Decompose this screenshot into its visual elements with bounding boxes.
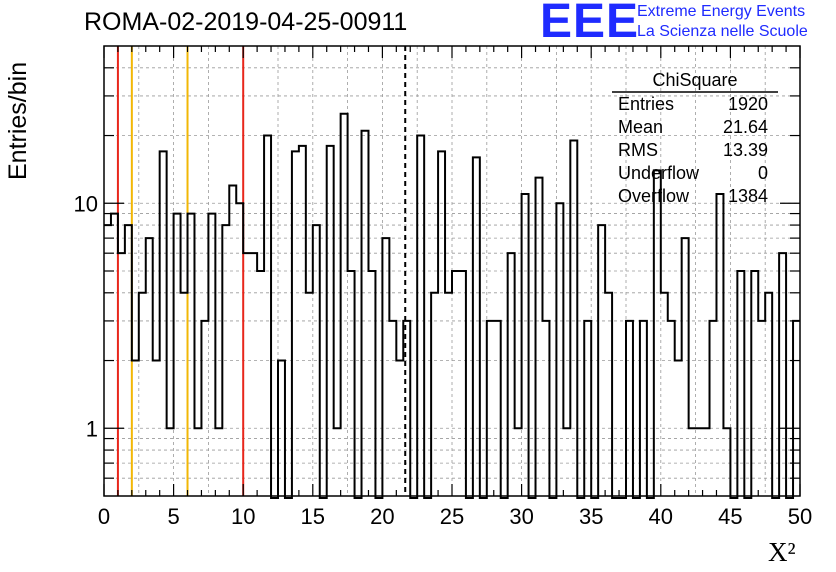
histogram-bin (584, 321, 591, 496)
histogram-bin (570, 141, 577, 496)
histogram-bin (661, 293, 668, 496)
stats-title: ChiSquare (652, 70, 737, 90)
histogram-bin (201, 321, 208, 496)
y-tick-label: 1 (86, 416, 98, 441)
histogram-bin (751, 271, 758, 496)
y-tick-label: 10 (74, 191, 98, 216)
eee-logo: EEE (540, 0, 640, 48)
histogram-bin (257, 271, 264, 496)
histogram-bin (264, 136, 271, 496)
histogram-bins (104, 112, 800, 499)
x-tick-label: 40 (649, 504, 673, 529)
histogram-bin (542, 321, 549, 496)
histogram-bin (765, 293, 772, 496)
histogram-bin (682, 238, 689, 496)
x-tick-label: 50 (788, 504, 812, 529)
histogram-bin (146, 238, 153, 496)
histogram-bin (626, 321, 633, 496)
histogram-bin (362, 131, 369, 496)
histogram-bin (208, 214, 215, 496)
x-tick-label: 35 (579, 504, 603, 529)
histogram-bin (668, 321, 675, 496)
x-tick-label: 15 (301, 504, 325, 529)
histogram-bin (640, 321, 647, 496)
histogram-bin (452, 271, 459, 496)
histogram-bin (654, 170, 661, 496)
x-tick-label: 20 (370, 504, 394, 529)
histogram-bin (716, 194, 723, 496)
histogram-bin (793, 321, 800, 496)
logo-text-line2: La Scienza nelle Scuole (637, 23, 808, 40)
stats-label: Entries (618, 94, 674, 114)
stats-value: 13.39 (723, 140, 768, 160)
histogram-bin (737, 271, 744, 496)
histogram-bin (188, 214, 195, 496)
histogram-bin (389, 321, 396, 496)
histogram-outline (104, 112, 800, 499)
histogram-bin (236, 203, 243, 496)
x-tick-label: 5 (167, 504, 179, 529)
x-axis-ticks: 0 5 10 15 20 25 30 35 40 45 50 (98, 46, 812, 529)
x-tick-label: 25 (440, 504, 464, 529)
histogram-bin (779, 253, 786, 496)
stats-value: 1384 (728, 186, 768, 206)
stats-label: Underflow (618, 163, 700, 183)
histogram-bin (556, 203, 563, 496)
x-tick-label: 0 (98, 504, 110, 529)
histogram-bin (494, 321, 501, 496)
histogram-bin (605, 293, 612, 496)
histogram-bin (710, 321, 717, 496)
y-axis-ticks: 1 10 (74, 67, 800, 479)
histogram-bin (368, 271, 375, 496)
histogram-bin (250, 253, 257, 496)
histogram-bin (111, 214, 118, 496)
stats-value: 21.64 (723, 117, 768, 137)
stats-label: Mean (618, 117, 663, 137)
histogram-bin (306, 293, 313, 496)
histogram-bin (174, 214, 181, 496)
histogram-bin (758, 321, 765, 496)
x-tick-label: 10 (231, 504, 255, 529)
histogram-bin (348, 271, 355, 496)
x-tick-label: 30 (509, 504, 533, 529)
histogram-bin (382, 238, 389, 496)
stats-label: Overflow (618, 186, 690, 206)
histogram-bin (243, 253, 250, 496)
histogram-bin (181, 293, 188, 496)
stats-value: 1920 (728, 94, 768, 114)
histogram-bin (508, 253, 515, 496)
logo-text-line1: Extreme Energy Events (637, 3, 806, 20)
histogram-bin (459, 271, 466, 496)
stats-value: 0 (758, 163, 768, 183)
histogram-bin (417, 136, 424, 496)
histogram-bin (139, 293, 146, 496)
histogram-bin (431, 293, 438, 496)
chart-title: ROMA-02-2019-04-25-00911 (84, 8, 408, 36)
histogram-bin (445, 293, 452, 496)
x-tick-label: 45 (718, 504, 742, 529)
histogram-bin (487, 321, 494, 496)
histogram-bin (473, 157, 480, 496)
histogram-bin (118, 253, 125, 496)
stats-box: ChiSquare Entries 1920 Mean 21.64 RMS 13.39 Und… (612, 70, 778, 206)
histogram-bin (229, 185, 236, 496)
stats-label: RMS (618, 140, 658, 160)
x-axis-label: X² (768, 537, 796, 567)
histogram-bin (522, 194, 529, 496)
